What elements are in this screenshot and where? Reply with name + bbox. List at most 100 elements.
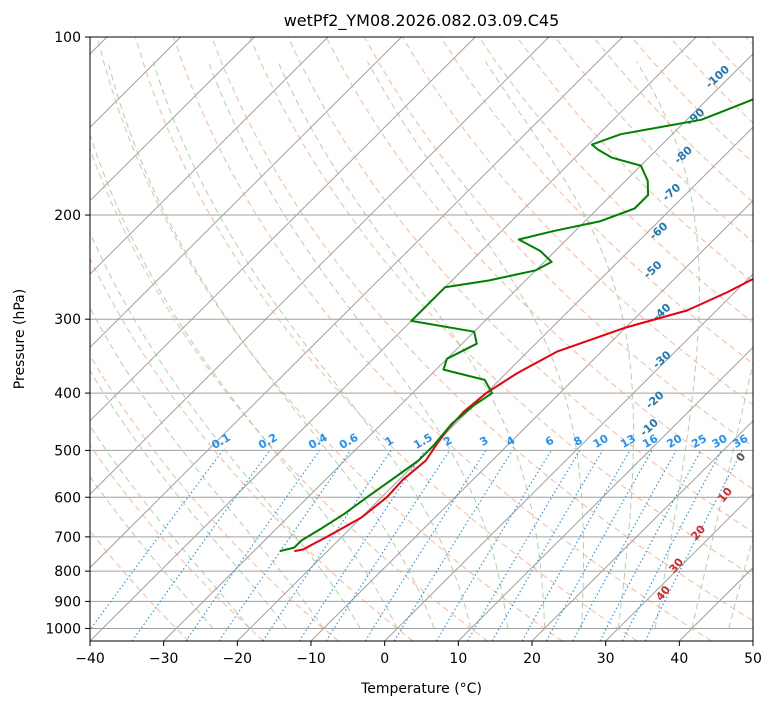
y-tick-label: 700 — [54, 530, 81, 546]
dry-adiabat-line — [211, 37, 753, 622]
dry-adiabat-line — [325, 37, 753, 490]
x-tick-label: −30 — [149, 651, 179, 667]
y-axis-label: Pressure (hPa) — [12, 289, 28, 389]
sounding-series — [279, 98, 753, 553]
moist-adiabat-line — [366, 61, 584, 629]
moist-adiabat-line — [152, 61, 472, 629]
mixing-ratio-label: 20 — [665, 432, 685, 451]
isotherm-line — [605, 493, 753, 641]
background-lines — [90, 37, 753, 641]
isotherm-line — [457, 346, 753, 641]
dry-adiabat-label: -90 — [684, 105, 708, 128]
isotherm-line — [90, 37, 402, 349]
y-tick-label: 100 — [54, 30, 81, 46]
isotherm-line — [752, 640, 753, 641]
y-tick-label: 800 — [54, 564, 81, 580]
mixing-ratio-line — [298, 450, 426, 641]
isotherm-line — [163, 53, 753, 641]
mixing-ratio-line — [599, 450, 702, 641]
dry-adiabat-label: -60 — [647, 219, 671, 242]
mixing-ratio-label: 30 — [710, 432, 730, 451]
dry-adiabat-line — [707, 37, 753, 85]
dry-adiabat-line — [134, 37, 638, 641]
x-tick-label: −20 — [223, 651, 253, 667]
y-tick-label: 900 — [54, 594, 81, 610]
plot-frame — [89, 36, 754, 642]
isotherm-line — [90, 37, 329, 275]
mixing-ratio-line — [364, 450, 487, 641]
dry-adiabat-line — [173, 37, 712, 641]
x-tick-label: 50 — [744, 651, 762, 667]
dry-adiabat-line — [745, 37, 753, 45]
moist-adiabat-line — [691, 360, 753, 629]
dry-adiabat-line — [554, 37, 753, 243]
mixing-ratio-label: 1 — [383, 434, 396, 449]
moist-adiabat-line — [90, 133, 398, 629]
dry-adiabat-line — [90, 444, 264, 641]
dry-adiabat-label: -10 — [638, 416, 662, 439]
dry-adiabat-line — [592, 37, 753, 203]
isotherm-line — [531, 420, 753, 641]
isotherm-line — [90, 37, 697, 641]
mixing-ratio-label: 0.4 — [306, 431, 330, 452]
moist-adiabat-line — [90, 369, 288, 629]
dry-adiabat-line — [90, 530, 190, 641]
x-tick-label: 30 — [597, 651, 615, 667]
x-tick-label: 20 — [523, 651, 541, 667]
mixing-ratio-line — [545, 450, 653, 641]
dry-adiabat-line — [669, 37, 753, 124]
x-tick-label: 10 — [449, 651, 467, 667]
moist-adiabat-line — [728, 536, 753, 629]
y-axis: 100 200 300 400 500 600 700 800 900 1000 — [45, 30, 90, 637]
dry-adiabat-line — [90, 257, 414, 641]
mixing-ratio-line — [131, 450, 271, 641]
mixing-ratio-label: 3 — [477, 434, 490, 449]
mixing-ratio-line — [521, 450, 631, 641]
mixing-ratio-label: 25 — [689, 432, 709, 451]
x-axis: −40 −30 −20 −10 0 10 20 30 40 50 — [75, 641, 762, 667]
y-tick-label: 1000 — [45, 621, 81, 637]
mixing-ratio-label: 13 — [618, 432, 638, 451]
dry-adiabat-line — [516, 37, 753, 283]
moist-adiabat-line — [90, 231, 361, 629]
x-axis-label: Temperature (°C) — [360, 681, 482, 697]
x-tick-label: −40 — [75, 651, 105, 667]
isotherm-line — [90, 37, 623, 569]
isotherm-line — [90, 37, 476, 422]
moist-adiabat-line — [277, 61, 546, 629]
x-tick-label: 40 — [670, 651, 688, 667]
isotherm-line — [90, 37, 550, 495]
dry-adiabat-line — [287, 37, 753, 533]
y-tick-label: 500 — [54, 443, 81, 459]
dry-adiabat-label: -50 — [641, 258, 665, 281]
isotherm-line — [384, 273, 753, 641]
moist-adiabat-line — [90, 306, 325, 629]
mixing-ratio-label: 6 — [543, 434, 556, 449]
mixing-ratio-line — [262, 450, 392, 641]
mixing-ratio-line — [435, 450, 552, 641]
mixing-ratio-line — [185, 450, 321, 641]
isotherm-line — [310, 199, 753, 641]
moist-adiabat-line — [90, 475, 214, 629]
mixing-ratio-label: 8 — [571, 434, 584, 449]
mixing-ratio-line — [393, 450, 513, 641]
mixing-ratio-label: 10 — [591, 432, 611, 451]
mixing-ratio-line — [325, 450, 451, 641]
y-tick-label: 600 — [54, 490, 81, 506]
y-tick-label: 200 — [54, 208, 81, 224]
mixing-ratio-line — [218, 450, 351, 641]
moist-adiabat-line — [636, 61, 700, 629]
isotherm-line — [678, 566, 753, 641]
moist-adiabat-line — [90, 425, 251, 629]
mixing-ratio-line — [572, 450, 677, 641]
dewpoint-profile-line — [279, 98, 753, 553]
x-tick-label: 0 — [380, 651, 389, 667]
dry-adiabat-line — [249, 37, 753, 577]
isotherm-line — [90, 37, 255, 202]
moist-adiabat-label: 40 — [653, 583, 673, 603]
isotherm-line — [236, 126, 753, 641]
temperature-profile-line — [294, 277, 753, 553]
moist-adiabat-label: 20 — [688, 522, 708, 542]
dry-adiabat-label: -20 — [643, 388, 667, 411]
